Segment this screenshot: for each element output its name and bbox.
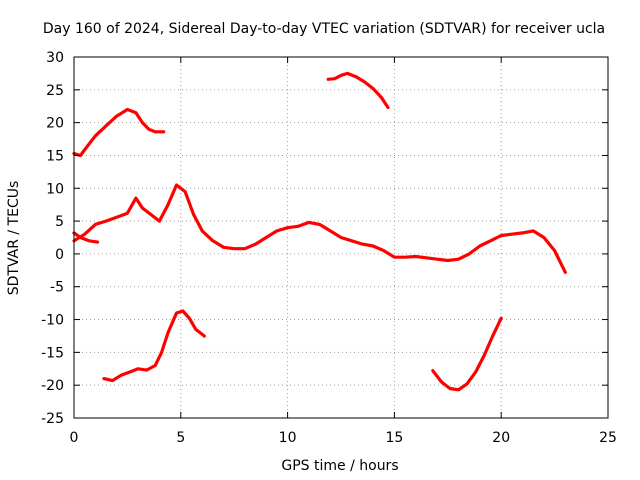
y-tick-label: 30	[46, 50, 64, 66]
grid-layer	[74, 57, 608, 418]
series-arc-b	[326, 71, 390, 110]
series-arc-e	[102, 309, 206, 383]
y-tick-label: -25	[41, 411, 64, 427]
y-tick-label: -20	[41, 378, 64, 394]
x-tick-label: 20	[492, 430, 510, 446]
y-tick-label: 25	[46, 83, 64, 99]
plot-frame	[73, 56, 609, 419]
x-tick-label: 15	[385, 430, 403, 446]
series-arc-a	[72, 107, 166, 158]
series-arc-c	[72, 231, 100, 244]
y-tick-label: 20	[46, 116, 64, 132]
y-tick-label: 15	[46, 148, 64, 164]
tick-layer: 0 5 10 15 20 25 -25 -20 -15 -10 -5 0 5 10 15 20 25 30	[41, 50, 617, 446]
x-tick-label: 10	[279, 430, 297, 446]
y-tick-label: 0	[55, 247, 64, 263]
x-axis-title: GPS time / hours	[281, 458, 398, 474]
chart-title: Day 160 of 2024, Sidereal Day-to-day VTE…	[43, 21, 605, 37]
series-arc-d	[72, 183, 567, 274]
y-tick-label: -15	[41, 345, 64, 361]
y-tick-label: 5	[55, 214, 64, 230]
x-tick-label: 5	[176, 430, 185, 446]
series-arc-f	[431, 316, 503, 392]
y-tick-label: 10	[46, 181, 64, 197]
y-tick-label: -5	[50, 280, 64, 296]
y-axis-title: SDTVAR / TECUs	[6, 181, 22, 296]
y-tick-label: -10	[41, 313, 64, 329]
x-tick-label: 0	[70, 430, 79, 446]
series-layer	[72, 71, 567, 392]
x-tick-label: 25	[599, 430, 617, 446]
